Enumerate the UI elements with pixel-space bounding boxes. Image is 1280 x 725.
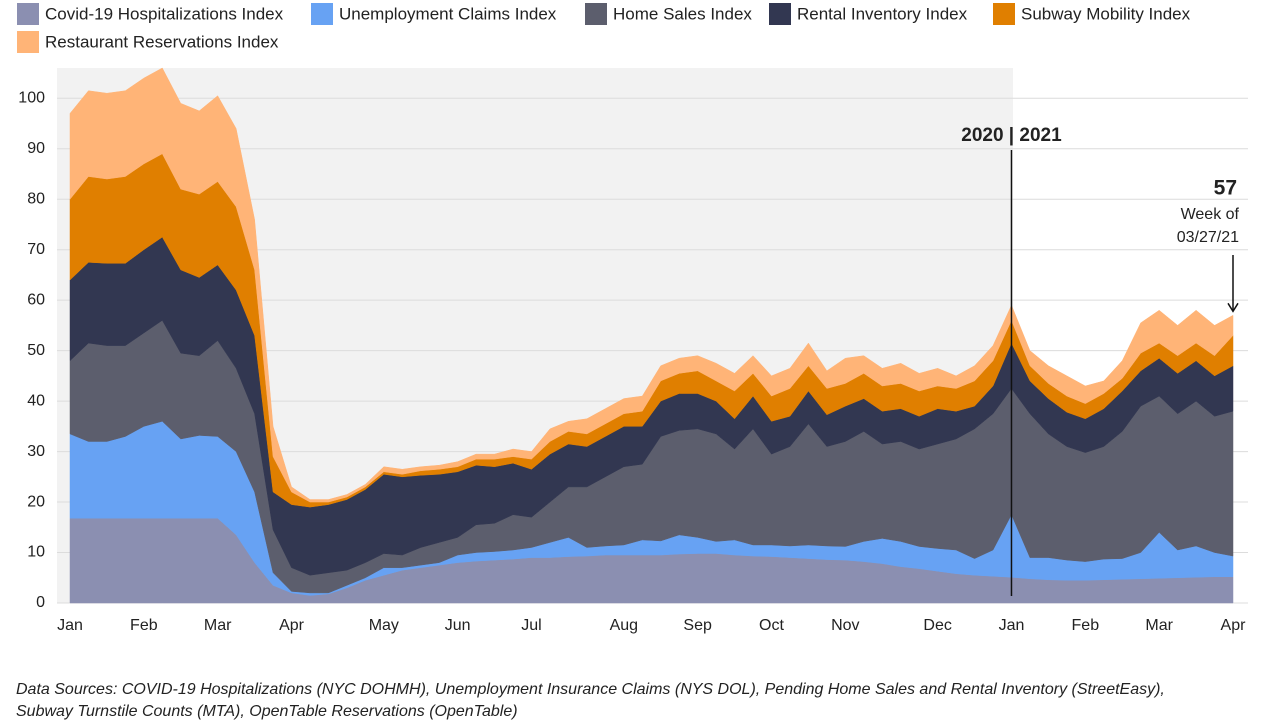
x-tick-label: Sep (683, 617, 712, 634)
last-note: Week of (1181, 206, 1240, 223)
divider-label: 2020 | 2021 (961, 125, 1062, 146)
x-tick-label: Jul (521, 617, 541, 634)
x-tick-label: Jan (999, 617, 1025, 634)
y-tick-label: 40 (27, 392, 45, 409)
legend-swatch (993, 3, 1015, 25)
x-tick-label: Aug (610, 617, 638, 634)
x-tick-label: Nov (831, 617, 859, 634)
y-tick-label: 20 (27, 493, 45, 510)
legend-swatch (17, 3, 39, 25)
y-tick-label: 100 (18, 90, 45, 107)
y-tick-label: 80 (27, 190, 45, 207)
x-tick-label: Dec (923, 617, 951, 634)
x-tick-label: Oct (759, 617, 784, 634)
legend-swatch (769, 3, 791, 25)
legend-swatch (17, 31, 39, 53)
y-tick-label: 50 (27, 342, 45, 359)
x-tick-label: Apr (279, 617, 305, 634)
y-tick-label: 70 (27, 241, 45, 258)
y-tick-label: 10 (27, 544, 45, 561)
legend-swatch (311, 3, 333, 25)
y-tick-label: 90 (27, 140, 45, 157)
x-tick-label: May (369, 617, 399, 634)
source-line: Subway Turnstile Counts (MTA), OpenTable… (16, 703, 518, 720)
legend-label: Rental Inventory Index (797, 4, 968, 23)
x-tick-label: Feb (130, 617, 158, 634)
x-tick-label: Mar (204, 617, 232, 634)
area (69, 67, 1234, 503)
last-note: 03/27/21 (1177, 229, 1239, 246)
legend-label: Covid-19 Hospitalizations Index (45, 4, 284, 23)
y-tick-label: 30 (27, 443, 45, 460)
legend-swatch (585, 3, 607, 25)
legend-label: Subway Mobility Index (1021, 4, 1191, 23)
legend-label: Restaurant Reservations Index (45, 32, 279, 51)
y-tick-label: 0 (36, 594, 45, 611)
last-value-label: 57 (1214, 177, 1237, 200)
legend-label: Home Sales Index (613, 4, 752, 23)
y-tick-label: 60 (27, 291, 45, 308)
x-tick-label: Jan (57, 617, 83, 634)
x-tick-label: Mar (1145, 617, 1173, 634)
x-tick-label: Jun (445, 617, 471, 634)
x-tick-label: Feb (1072, 617, 1100, 634)
x-tick-label: Apr (1221, 617, 1247, 634)
arrow-head (1227, 302, 1239, 313)
source-line: Data Sources: COVID-19 Hospitalizations … (16, 681, 1165, 698)
legend-label: Unemployment Claims Index (339, 4, 557, 23)
